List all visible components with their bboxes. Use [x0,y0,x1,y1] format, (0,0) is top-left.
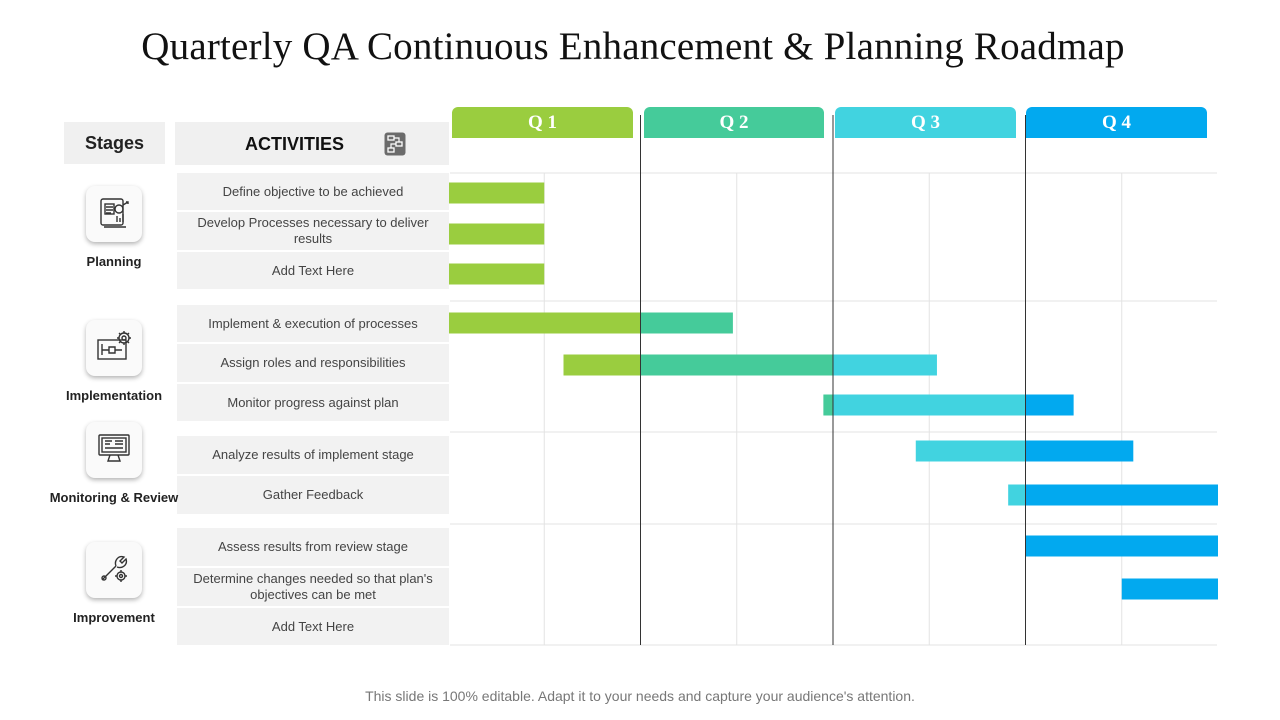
activity-label: Determine changes needed so that plan's … [193,571,433,602]
gantt-bar [1025,394,1074,416]
quarter-header-q4: Q 4 [1026,107,1207,138]
flowchart-icon [384,132,406,161]
gantt-bar [448,312,641,334]
stages-header: Stages [64,122,165,164]
gear-blueprint-icon [95,328,133,369]
stage-label: Implementation [65,388,163,403]
activity-cell: Develop Processes necessary to deliver r… [177,212,449,250]
page-title: Quarterly QA Continuous Enhancement & Pl… [141,25,1125,68]
gantt-bar [563,354,641,376]
activity-cell: Assign roles and responsibilities [177,344,449,382]
quarter-header-q1: Q 1 [452,107,633,138]
activity-cell: Assess results from review stage [177,528,449,566]
stage-improvement: Improvement [49,542,179,626]
activities-header-label: ACTIVITIES [245,134,345,154]
activity-label: Add Text Here [271,618,355,634]
activity-cell: Add Text Here [177,252,449,289]
activity-label: Define objective to be achieved [222,183,404,199]
activity-label: Assess results from review stage [217,539,408,554]
gantt-bar [1025,535,1218,557]
activity-cell: Monitor progress against plan [177,384,449,421]
stage-icon-box [86,422,142,478]
activity-label: Implement & execution of processes [208,315,418,331]
gantt-bar [1025,440,1134,462]
gantt-bar [448,182,545,204]
stage-label: Planning [86,254,142,269]
activity-label: Analyze results of implement stage [212,447,414,462]
stage-planning: Planning [49,186,179,270]
activity-cell: Add Text Here [177,608,449,645]
stage-implementation: Implementation [49,320,179,404]
activities-header: ACTIVITIES [175,122,449,165]
stage-label: Monitoring & Review [49,490,179,505]
wrench-gear-icon [96,550,132,591]
gantt-bar [640,312,733,334]
activity-cell: Determine changes needed so that plan's … [177,568,449,606]
activity-cell: Analyze results of implement stage [177,436,449,474]
stage-label: Improvement [73,610,155,625]
gantt-bar [833,394,1026,416]
gantt-bar [915,440,1026,462]
quarter-header-q2: Q 2 [644,107,824,138]
stage-monitoring-review: Monitoring & Review [49,422,179,506]
activity-label: Add Text Here [271,262,355,278]
gantt-bar [448,223,545,245]
quarter-header-q3: Q 3 [835,107,1016,138]
activity-label: Assign roles and responsibilities [220,355,406,370]
gantt-bar [823,394,833,416]
stage-icon-box [86,542,142,598]
activity-cell: Define objective to be achieved [177,173,449,210]
gantt-bar [1025,484,1218,506]
clipboard-report-icon [96,194,132,235]
gantt-bar [833,354,937,376]
activity-label: Develop Processes necessary to deliver r… [197,215,429,246]
stage-icon-box [86,186,142,242]
gantt-bar [640,354,833,376]
activity-label: Gather Feedback [262,487,364,502]
footer-note: This slide is 100% editable. Adapt it to… [365,688,915,704]
activity-cell: Implement & execution of processes [177,305,449,342]
monitor-icon [96,431,132,470]
activity-cell: Gather Feedback [177,476,449,514]
stage-icon-box [86,320,142,376]
gantt-bar [1121,578,1218,600]
activity-label: Monitor progress against plan [227,394,399,410]
gantt-bar [448,263,545,285]
gantt-bar [1008,484,1026,506]
